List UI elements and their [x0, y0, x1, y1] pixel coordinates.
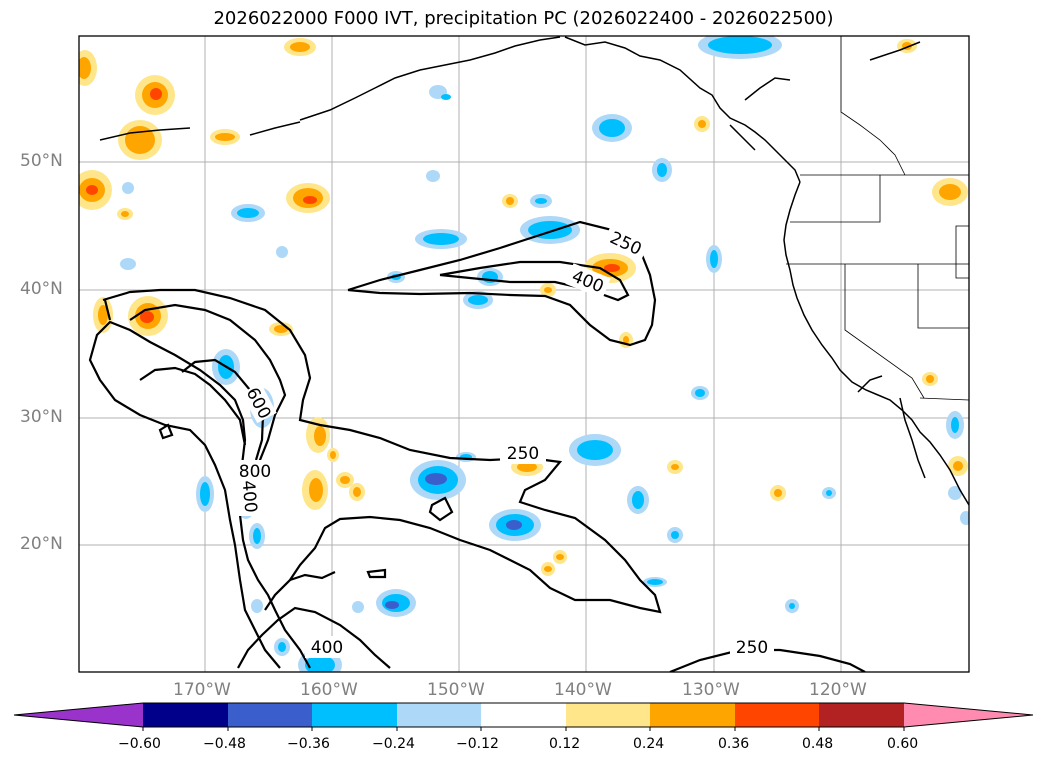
- precip-negative-blobs: [120, 36, 969, 672]
- colorbar-tick-3: −0.24: [372, 736, 415, 752]
- colorbar-tick-0: −0.60: [118, 736, 161, 752]
- colorbar-tick-7: 0.36: [718, 736, 750, 752]
- colorbar-tick-5: 0.12: [549, 736, 581, 752]
- contour-label-6: 250: [736, 638, 768, 658]
- colorbar-tick-6: 0.24: [633, 736, 665, 752]
- map-frame: [78, 35, 970, 673]
- map-title: 2026022000 F000 IVT, precipitation PC (2…: [213, 8, 834, 29]
- colorbar-tick-1: −0.48: [203, 736, 246, 752]
- contour-label-7: 400: [311, 638, 343, 658]
- colorbar-tick-8: 0.48: [802, 736, 834, 752]
- gridlines: [79, 36, 969, 672]
- colorbar-tick-9: 0.60: [887, 736, 919, 752]
- lat-label-40n: 40°N: [20, 279, 63, 299]
- lat-label-30n: 30°N: [20, 407, 63, 427]
- lon-label-160w: 160°W: [300, 680, 358, 700]
- map-frame-background: [79, 36, 969, 672]
- coastlines: [99, 36, 969, 506]
- lon-label-140w: 140°W: [554, 680, 612, 700]
- political-borders: [786, 36, 969, 401]
- colorbar-tick-2: −0.36: [287, 736, 330, 752]
- colorbar-tick-4: −0.12: [456, 736, 499, 752]
- contour-label-4: 400: [238, 480, 261, 514]
- lon-label-170w: 170°W: [173, 680, 231, 700]
- lat-label-20n: 20°N: [20, 534, 63, 554]
- contour-label-3: 800: [239, 462, 271, 482]
- lat-label-50n: 50°N: [20, 151, 63, 171]
- ivt-contours: [88, 220, 866, 672]
- contour-label-5: 250: [507, 444, 539, 464]
- contour-label-backgrounds: [232, 224, 774, 658]
- lon-label-150w: 150°W: [427, 680, 485, 700]
- lon-label-120w: 120°W: [809, 680, 867, 700]
- lon-label-130w: 130°W: [682, 680, 740, 700]
